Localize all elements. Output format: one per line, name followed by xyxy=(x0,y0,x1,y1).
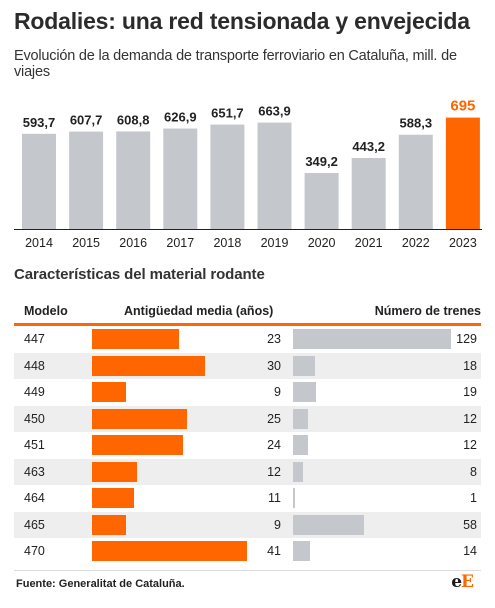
model-cell: 470 xyxy=(24,544,45,558)
trains-bar xyxy=(293,541,311,561)
trains-bar xyxy=(293,461,303,482)
trains-value: 19 xyxy=(463,385,477,399)
trains-value: 18 xyxy=(463,358,477,373)
trains-value: 14 xyxy=(463,544,477,558)
table-header-rule xyxy=(14,323,481,326)
bar-2017 xyxy=(163,128,198,229)
age-bar xyxy=(92,329,179,349)
table-row-449: 449 9 19 xyxy=(14,379,481,406)
x-tick-label-2022: 2022 xyxy=(402,236,430,250)
column-header-age: Antigüedad media (años) xyxy=(124,304,274,318)
bar-value-label-2020: 349,2 xyxy=(305,154,338,169)
model-cell: 450 xyxy=(24,411,45,426)
bar-2023 xyxy=(445,117,480,229)
age-value: 41 xyxy=(267,544,281,558)
x-tick-label-2016: 2016 xyxy=(119,236,147,250)
publisher-logo: eE xyxy=(451,572,474,592)
bar-2022 xyxy=(398,134,433,229)
age-value: 9 xyxy=(274,517,281,532)
chart-title: Rodalies: una red tensionada y envejecid… xyxy=(14,8,470,34)
age-bar xyxy=(92,461,138,482)
table-row-448: 448 30 18 xyxy=(14,352,481,379)
bar-value-label-2022: 588,3 xyxy=(400,116,433,131)
trains-bar xyxy=(293,355,316,376)
x-tick-label-2017: 2017 xyxy=(166,236,194,250)
table-row-465: 465 9 58 xyxy=(14,511,481,538)
table-row-451: 451 24 12 xyxy=(14,432,481,459)
age-value: 24 xyxy=(267,438,281,452)
table-section-title: Características del material rodante xyxy=(14,266,265,283)
age-value: 23 xyxy=(267,332,281,346)
table-row-450: 450 25 12 xyxy=(14,405,481,432)
age-bar xyxy=(92,541,247,561)
trains-value: 129 xyxy=(456,332,477,346)
bar-value-label-2017: 626,9 xyxy=(164,110,197,125)
rolling-stock-table: 447 23 129 448 30 18 449 9 19 450 25 12 451 24 12 463 12… xyxy=(14,326,481,565)
model-cell: 451 xyxy=(24,438,45,452)
age-bar xyxy=(92,488,134,508)
age-value: 30 xyxy=(267,358,281,373)
trains-bar xyxy=(293,408,308,429)
trains-value: 58 xyxy=(463,517,477,532)
x-tick-label-2023: 2023 xyxy=(449,236,477,250)
model-cell: 464 xyxy=(24,491,45,505)
age-bar xyxy=(92,408,187,429)
table-row-463: 463 12 8 xyxy=(14,458,481,485)
age-bar xyxy=(92,355,206,376)
bar-value-label-2018: 651,7 xyxy=(211,106,244,121)
model-cell: 463 xyxy=(24,464,45,479)
trains-value: 8 xyxy=(470,464,477,479)
trains-bar xyxy=(293,435,308,455)
bar-2021 xyxy=(351,157,386,229)
age-value: 12 xyxy=(267,464,281,479)
bar-value-label-2019: 663,9 xyxy=(258,104,291,119)
age-value: 9 xyxy=(274,385,281,399)
x-tick-label-2019: 2019 xyxy=(261,236,289,250)
table-row-464: 464 11 1 xyxy=(14,485,481,512)
x-tick-label-2020: 2020 xyxy=(308,236,336,250)
trains-bar xyxy=(293,382,317,402)
trains-bar xyxy=(293,514,365,535)
age-bar xyxy=(92,382,127,402)
bar-2014 xyxy=(22,133,56,229)
trains-bar xyxy=(293,488,295,508)
bar-value-label-2014: 593,7 xyxy=(23,115,56,130)
model-cell: 465 xyxy=(24,517,45,532)
bar-2018 xyxy=(210,124,245,229)
trains-value: 12 xyxy=(463,411,477,426)
model-cell: 449 xyxy=(24,385,45,399)
x-tick-label-2014: 2014 xyxy=(25,236,53,250)
table-row-447: 447 23 129 xyxy=(14,326,481,353)
age-bar xyxy=(92,435,183,455)
age-value: 25 xyxy=(267,411,281,426)
demand-bar-chart: 593,7 2014 607,7 2015 608,8 2016 626,9 2017 651,… xyxy=(14,98,482,250)
age-bar xyxy=(92,514,127,535)
trains-value: 1 xyxy=(470,491,477,505)
bar-value-label-2015: 607,7 xyxy=(70,113,103,128)
bar-value-label-2016: 608,8 xyxy=(117,112,150,127)
bar-2016 xyxy=(116,131,151,229)
bar-2020 xyxy=(304,173,339,229)
chart-subtitle: Evolución de la demanda de transporte fe… xyxy=(14,48,457,80)
bar-2015 xyxy=(69,131,104,229)
trains-value: 12 xyxy=(463,438,477,452)
bar-2019 xyxy=(257,122,292,229)
trains-bar xyxy=(293,329,451,349)
source-note: Fuente: Generalitat de Cataluña. xyxy=(16,578,185,590)
footer-divider xyxy=(14,570,481,571)
column-header-trains: Número de trenes xyxy=(374,304,481,318)
bar-value-label-2023: 695 xyxy=(450,98,475,115)
age-value: 11 xyxy=(268,491,281,505)
column-header-model: Modelo xyxy=(24,304,68,318)
model-cell: 447 xyxy=(24,332,45,346)
x-tick-label-2021: 2021 xyxy=(355,236,383,250)
x-tick-label-2015: 2015 xyxy=(72,236,100,250)
model-cell: 448 xyxy=(24,358,45,373)
table-row-470: 470 41 14 xyxy=(14,538,481,565)
x-tick-label-2018: 2018 xyxy=(213,236,241,250)
bar-value-label-2021: 443,2 xyxy=(352,139,385,154)
